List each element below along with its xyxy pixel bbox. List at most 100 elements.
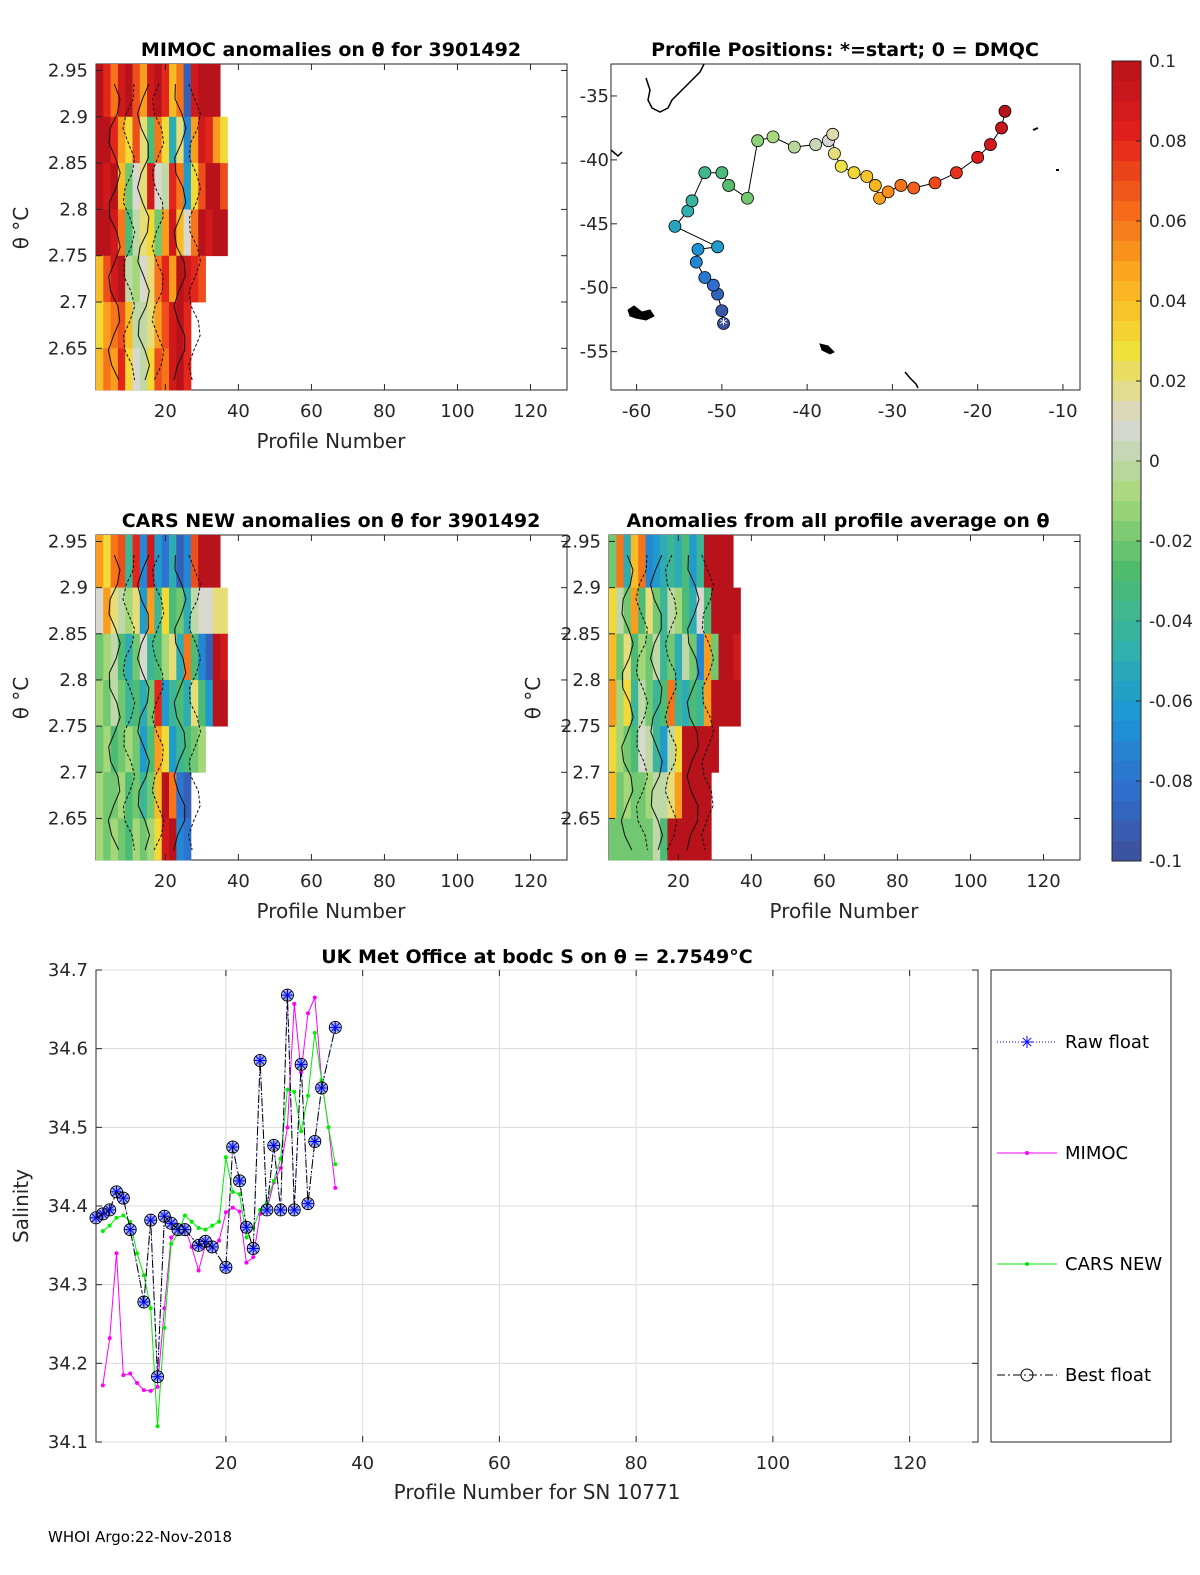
footer-credit: WHOI Argo:22-Nov-2018 [48,1528,232,1546]
profile-positions-panel: * -60 -50 -40 -30 -20 -10 -35 -40 -45 -50 -55 Prof… [580,39,1081,422]
series-point [292,1001,297,1006]
heatmap-cell [169,302,177,349]
heatmap-cell [689,633,698,681]
heatmap-cell [212,116,221,164]
heatmap-cell [169,679,177,727]
contour-line [151,83,165,381]
heatmap-cell [169,255,177,303]
heatmap-cell [132,163,141,210]
heatmap-cell [139,818,148,861]
heatmap-cell [609,633,617,681]
heatmap-cell [132,818,141,861]
contour-line [188,83,202,381]
y-tick-label: 2.75 [48,716,88,737]
legend-entry: Raw float [997,1032,1149,1053]
series-point [281,989,294,1002]
colorbar-band [1112,81,1141,102]
heatmap-cell [609,818,617,861]
heatmap-cell [183,772,192,819]
colorbar-band [1112,281,1141,302]
heatmap-cell [110,302,119,349]
colorbar-tick-label: -0.1 [1149,852,1182,872]
heatmap-cell [190,633,199,681]
x-tick-label: 120 [513,871,547,892]
profile-position [717,317,730,330]
series-point [244,1260,249,1265]
heatmap-cell [110,535,119,589]
colorbar-band [1112,541,1141,562]
colorbar-ticks: 0.1 0.08 0.06 0.04 0.02 0 -0.02 -0.04 -0.06 -0.08… [1136,52,1193,872]
heatmap-cell [169,116,177,164]
heatmap-cell [161,679,170,727]
heatmap-cell [161,116,170,164]
x-tick-label: 40 [227,871,250,892]
heatmap-cell [616,772,625,819]
heatmap-cell [183,163,192,210]
heatmap-cell [205,679,214,727]
contour-line [107,83,121,381]
heatmap-cell [96,255,104,303]
heatmap-cell [183,209,192,257]
heatmap-cell [652,679,661,727]
series-point [116,1191,130,1205]
colorbar-band [1112,781,1141,802]
heatmap-cell [147,255,155,303]
profile-position [722,179,736,192]
colorbar-band [1112,761,1141,782]
series-point [196,1226,201,1231]
heatmap-cell [125,302,133,349]
profile-position [828,147,841,160]
colorbar-band [1112,321,1141,342]
heatmap-cell [139,535,148,589]
profile-position [691,242,705,256]
series-point [121,1373,126,1378]
y-tick-label: -50 [580,278,609,299]
heatmap-cell [205,209,214,257]
heatmap-cell [682,818,690,861]
heatmap-cell [161,726,170,773]
heatmap-cell [169,163,177,210]
heatmap-cell [103,348,112,391]
heatmap-cell [638,535,646,589]
x-tick-label: 100 [953,871,987,892]
profile-position [949,166,963,180]
heatmap-cell [198,163,206,210]
heatmap-cell [212,163,221,210]
heatmap-cell [220,679,228,727]
heatmap-cell [660,726,668,773]
heatmap-cell [725,679,734,727]
heatmap-cell [147,535,155,589]
colorbar-tick-label: -0.08 [1149,772,1193,792]
heatmap-cell [696,633,705,681]
series-point [135,1381,140,1385]
colorbar-band [1112,461,1141,482]
heatmap-cell [220,209,228,257]
mimoc-xlabel: Profile Number [257,429,407,453]
series-point [121,1213,126,1218]
colorbar-tick-label: 0.06 [1149,212,1187,232]
y-tick-label: 2.85 [48,153,88,174]
heatmap-cell [718,587,727,635]
heatmap-cell [161,587,170,635]
map-title: Profile Positions: *=start; 0 = DMQC [651,39,1039,61]
heatmap-cell [696,818,705,861]
heatmap-cell [176,255,185,303]
heatmap-cell [169,726,177,773]
mimoc-ylabel: θ °C [9,207,33,250]
series-point [96,1207,110,1221]
colorbar-band [1112,381,1141,402]
y-tick-label: 2.75 [561,716,601,737]
heatmap-cell [110,633,119,681]
start-marker: * [720,315,728,334]
series-point [301,1197,315,1211]
heatmap-cell [667,772,676,819]
profile-position [715,304,729,318]
heatmap-cell [703,772,712,819]
colorbar-tick-label: 0 [1149,452,1160,472]
salinity-title: UK Met Office at bodc S on θ = 2.7549°C [321,946,752,968]
heatmap-cell [616,633,625,681]
heatmap-cell [660,772,668,819]
heatmap-cell [139,679,148,727]
heatmap-cell [183,116,192,164]
y-tick-label: -55 [580,342,609,363]
